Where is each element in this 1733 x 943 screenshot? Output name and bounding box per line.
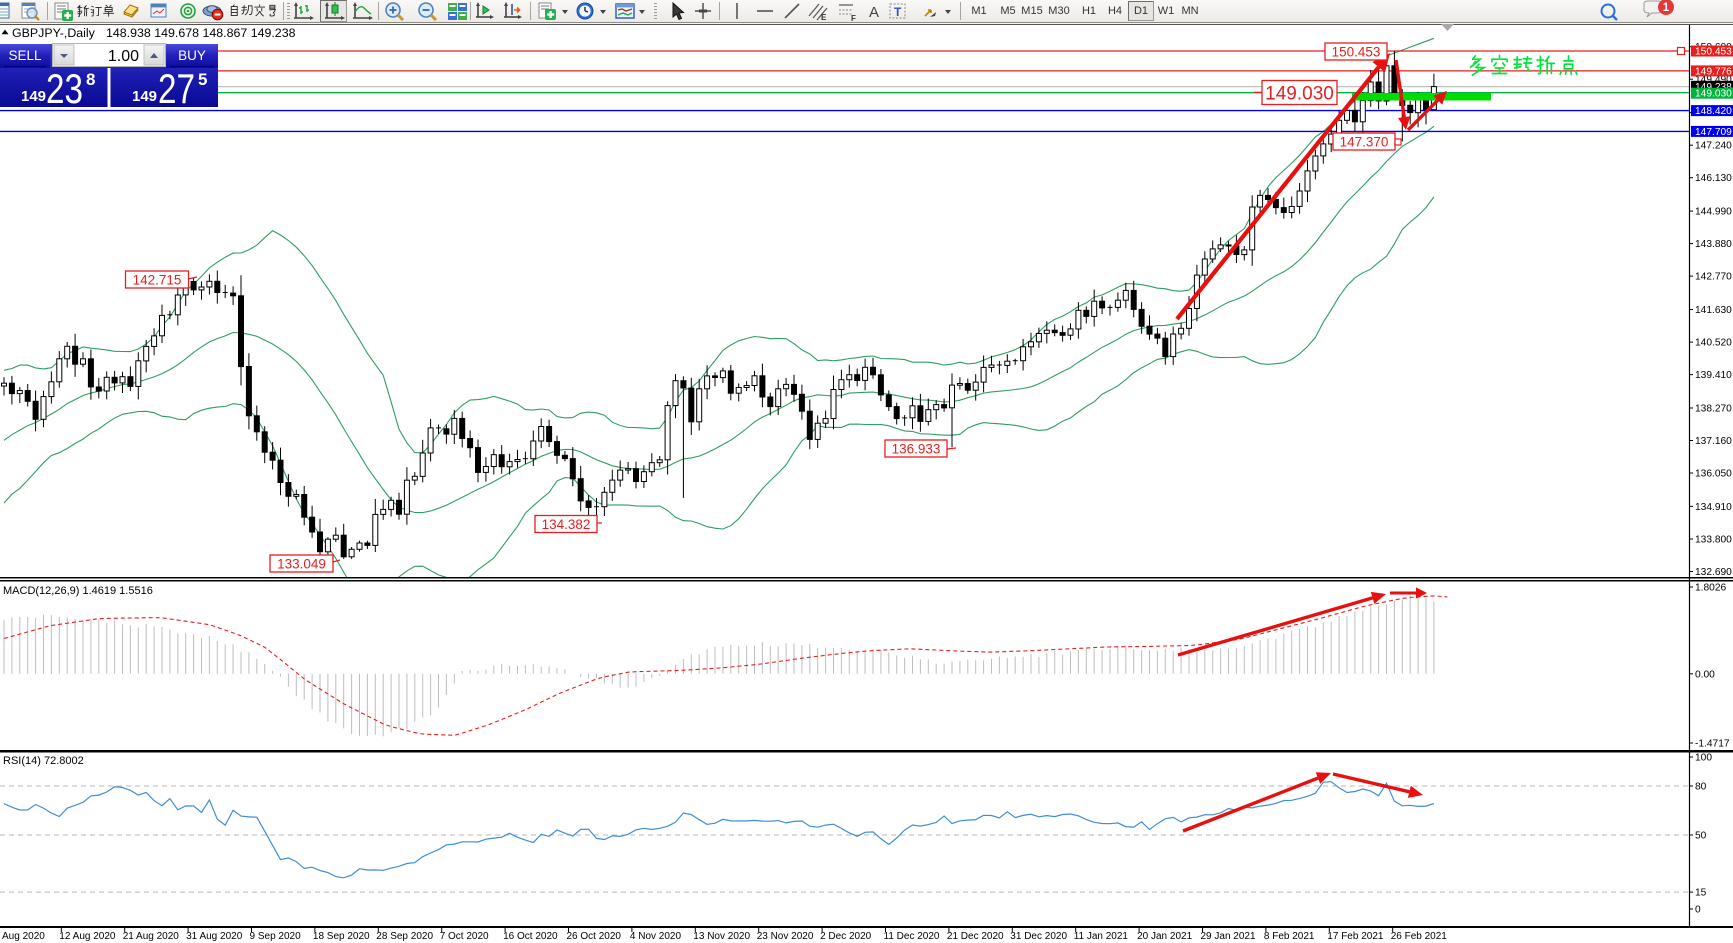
svg-text:136.933: 136.933 xyxy=(892,441,941,456)
svg-text:MACD(12,26,9) 1.4619 1.5516: MACD(12,26,9) 1.4619 1.5516 xyxy=(3,585,153,597)
svg-text:144.990: 144.990 xyxy=(1695,207,1732,218)
svg-text:12 Aug 2020: 12 Aug 2020 xyxy=(59,931,116,942)
svg-text:147.240: 147.240 xyxy=(1695,141,1732,152)
svg-text:0.00: 0.00 xyxy=(1695,669,1715,680)
svg-text:21 Dec 2020: 21 Dec 2020 xyxy=(947,931,1004,942)
svg-text:31 Dec 2020: 31 Dec 2020 xyxy=(1010,931,1067,942)
svg-text:RSI(14) 72.8002: RSI(14) 72.8002 xyxy=(3,755,84,767)
svg-text:150.453: 150.453 xyxy=(1695,47,1732,58)
svg-text:26 Oct 2020: 26 Oct 2020 xyxy=(567,931,622,942)
svg-text:8: 8 xyxy=(86,70,95,89)
svg-text:17 Feb 2021: 17 Feb 2021 xyxy=(1327,931,1384,942)
svg-text:7 Oct 2020: 7 Oct 2020 xyxy=(440,931,489,942)
svg-text:142.770: 142.770 xyxy=(1695,272,1732,283)
svg-text:139.410: 139.410 xyxy=(1695,370,1732,381)
svg-text:0: 0 xyxy=(1695,905,1701,916)
svg-text:142.715: 142.715 xyxy=(133,272,182,287)
svg-text:4 Nov 2020: 4 Nov 2020 xyxy=(630,931,682,942)
svg-text:27: 27 xyxy=(158,65,195,112)
svg-text:147.370: 147.370 xyxy=(1340,134,1389,149)
svg-text:11 Dec 2020: 11 Dec 2020 xyxy=(884,931,940,942)
svg-text:A: A xyxy=(869,4,879,21)
svg-text:80: 80 xyxy=(1695,782,1707,793)
svg-text:133.049: 133.049 xyxy=(277,556,326,571)
svg-text:31 Aug 2020: 31 Aug 2020 xyxy=(186,931,243,942)
svg-text:137.160: 137.160 xyxy=(1695,436,1732,447)
svg-text:23 Nov 2020: 23 Nov 2020 xyxy=(757,931,814,942)
svg-text:2 Dec 2020: 2 Dec 2020 xyxy=(820,931,872,942)
svg-text:5: 5 xyxy=(198,70,207,89)
svg-text:8 Feb 2021: 8 Feb 2021 xyxy=(1264,931,1315,942)
svg-text:21 Aug 2020: 21 Aug 2020 xyxy=(123,931,180,942)
svg-text:26 Feb 2021: 26 Feb 2021 xyxy=(1391,931,1448,942)
svg-text:9 Sep 2020: 9 Sep 2020 xyxy=(250,931,302,942)
svg-text:146.130: 146.130 xyxy=(1695,173,1732,184)
svg-text:136.050: 136.050 xyxy=(1695,469,1732,480)
svg-text:23: 23 xyxy=(46,65,83,112)
svg-text:147.709: 147.709 xyxy=(1695,127,1732,138)
svg-text:11 Jan 2021: 11 Jan 2021 xyxy=(1074,931,1129,942)
svg-text:-1.4717: -1.4717 xyxy=(1695,739,1730,750)
svg-text:140.520: 140.520 xyxy=(1695,338,1732,349)
svg-text:148.938 149.678 148.867 149.23: 148.938 149.678 148.867 149.238 xyxy=(106,26,296,40)
svg-text:1: 1 xyxy=(1663,2,1670,14)
svg-text:BUY: BUY xyxy=(178,48,206,63)
svg-text:100: 100 xyxy=(1695,753,1712,764)
svg-text:132.690: 132.690 xyxy=(1695,567,1732,578)
svg-text:50: 50 xyxy=(1695,831,1707,842)
svg-text:20 Jan 2021: 20 Jan 2021 xyxy=(1137,931,1192,942)
svg-text:13 Nov 2020: 13 Nov 2020 xyxy=(693,931,750,942)
svg-text:29 Jan 2021: 29 Jan 2021 xyxy=(1201,931,1256,942)
svg-text:138.270: 138.270 xyxy=(1695,404,1732,415)
svg-text:149: 149 xyxy=(21,88,46,105)
svg-text:16 Oct 2020: 16 Oct 2020 xyxy=(503,931,558,942)
svg-text:18 Sep 2020: 18 Sep 2020 xyxy=(313,931,370,942)
svg-text:T: T xyxy=(894,5,902,19)
svg-text:F: F xyxy=(851,14,856,21)
svg-text:E: E xyxy=(821,13,827,21)
svg-text:1.00: 1.00 xyxy=(108,48,139,65)
svg-text:SELL: SELL xyxy=(8,48,42,63)
svg-text:150.453: 150.453 xyxy=(1332,44,1381,59)
svg-text:15: 15 xyxy=(1695,888,1707,899)
svg-text:GBPJPY-,Daily: GBPJPY-,Daily xyxy=(12,26,96,40)
svg-text:149.238: 149.238 xyxy=(1695,82,1732,93)
svg-text:1.8026: 1.8026 xyxy=(1695,583,1726,594)
svg-text:134.382: 134.382 xyxy=(542,517,591,532)
svg-text:149: 149 xyxy=(132,88,157,105)
svg-text:134.910: 134.910 xyxy=(1695,502,1732,513)
svg-text:148.420: 148.420 xyxy=(1695,106,1732,117)
svg-text:143.880: 143.880 xyxy=(1695,239,1732,250)
svg-text:28 Sep 2020: 28 Sep 2020 xyxy=(376,931,433,942)
svg-text:Aug 2020: Aug 2020 xyxy=(2,931,45,942)
svg-text:149.030: 149.030 xyxy=(1695,89,1732,100)
svg-text:149.776: 149.776 xyxy=(1695,66,1732,77)
svg-text:149.030: 149.030 xyxy=(1265,83,1334,104)
svg-text:149.490: 149.490 xyxy=(1695,75,1732,86)
svg-text:133.800: 133.800 xyxy=(1695,535,1732,546)
svg-text:141.630: 141.630 xyxy=(1695,305,1732,316)
